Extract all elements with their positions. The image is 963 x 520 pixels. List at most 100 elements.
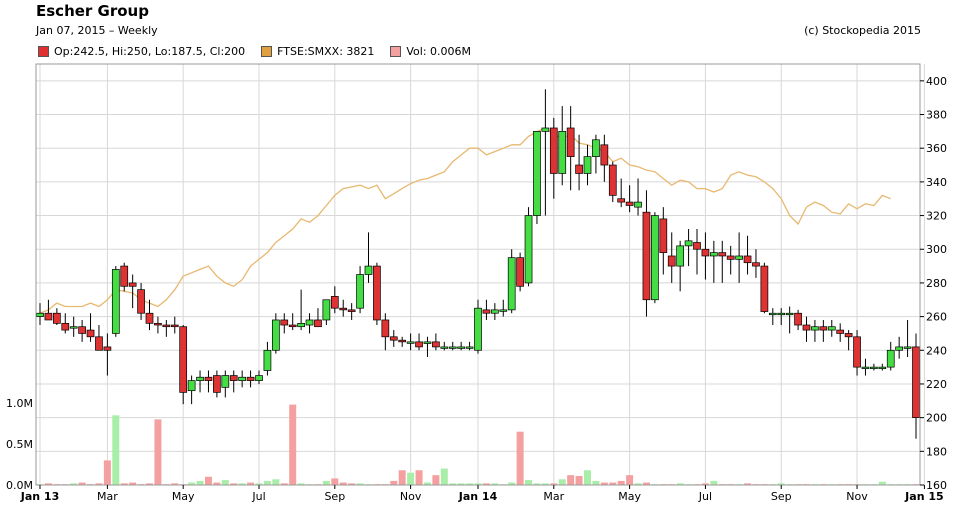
volume-bar (777, 483, 785, 485)
candle-body (853, 336, 861, 368)
candle-body (912, 346, 920, 418)
candle-body (389, 336, 398, 341)
price-tick-label: 240 (926, 344, 947, 357)
volume-bar (423, 482, 431, 485)
volume-bar (297, 483, 305, 485)
legend-label-index: FTSE:SMXX: 3821 (277, 44, 375, 58)
volume-bar (609, 482, 617, 485)
volume-bar (230, 483, 238, 485)
candle-body (145, 312, 154, 324)
volume-bar (255, 483, 263, 485)
volume-bar (600, 482, 608, 485)
volume-bar (558, 479, 566, 485)
price-tick-label: 260 (926, 311, 947, 324)
volume-bar (642, 482, 650, 485)
candle-body (752, 262, 760, 267)
volume-bar (491, 483, 499, 485)
time-tick-label: Mar (97, 490, 118, 503)
candle-body (288, 324, 297, 328)
volume-bar (289, 404, 297, 485)
volume-bar (146, 483, 153, 485)
price-tick-label: 160 (926, 479, 947, 492)
candle-body (785, 312, 794, 316)
legend-swatch-index (261, 45, 273, 57)
candle-body (844, 333, 853, 338)
chart-subtitle: Jan 07, 2015 – Weekly (36, 24, 158, 37)
candle-body (128, 282, 137, 287)
legend-label-price: Op:242.5, Hi:250, Lo:187.5, Cl:200 (54, 44, 246, 58)
volume-bar (449, 483, 457, 485)
volume-bar (466, 483, 474, 485)
price-tick-label: 320 (926, 210, 947, 223)
volume-bar (516, 431, 524, 485)
candle-body (768, 312, 777, 316)
candle-body (743, 255, 752, 264)
time-tick-label: May (172, 490, 195, 503)
volume-bar (584, 470, 591, 485)
volume-bar (196, 480, 204, 485)
time-tick-label: Mar (543, 490, 564, 503)
candle-body (878, 366, 887, 369)
candle-body (61, 322, 70, 331)
volume-bar (348, 483, 356, 485)
candle-body (836, 329, 845, 334)
candle-body (52, 312, 61, 324)
candle-body (558, 131, 567, 174)
candle-body (895, 346, 904, 351)
volume-bar (878, 481, 886, 485)
legend-swatch-price (38, 45, 49, 57)
candle-body (69, 326, 78, 329)
candle-body (221, 375, 230, 388)
candle-body (625, 201, 634, 206)
price-axis: 160 180 200 220 240 260 280 300 320 340 360 380 400 (920, 75, 947, 492)
candle-body (701, 248, 710, 257)
candle-body (507, 257, 516, 311)
candle-body (170, 324, 179, 328)
candle-body (415, 341, 423, 348)
price-tick-label: 360 (926, 142, 947, 155)
time-tick-label: Sep (771, 490, 792, 503)
legend-item-volume: Vol: 0.006M (390, 45, 471, 58)
candle-body (448, 346, 457, 349)
volume-bar (482, 483, 490, 485)
volume-bar (701, 483, 709, 485)
candle-body (642, 211, 651, 301)
candle-body (760, 265, 769, 312)
candle-body (86, 329, 95, 338)
volume-bar (339, 482, 347, 485)
candle-body (617, 198, 626, 203)
candle-body (819, 326, 828, 331)
volume-bar (567, 475, 575, 485)
volume-bar (221, 480, 229, 485)
candle-body (490, 309, 499, 314)
candle-body (827, 326, 836, 331)
candle-body (373, 265, 381, 321)
volume-bar (238, 483, 246, 485)
volume-bar (575, 475, 583, 485)
candle-body (802, 324, 811, 331)
volume-bar (129, 482, 137, 485)
time-tick-label: May (618, 490, 641, 503)
volume-bar (213, 482, 221, 485)
price-tick-label: 400 (926, 75, 947, 88)
candle-body (398, 339, 407, 343)
price-tick-label: 300 (926, 243, 947, 256)
candle-body (196, 376, 204, 381)
candle-body (255, 375, 263, 381)
candle-body (524, 215, 533, 284)
volume-tick-label: 1.0M (6, 397, 33, 410)
candle-body (322, 299, 331, 321)
volume-bar (710, 480, 718, 485)
candle-body (154, 322, 162, 326)
candle-body (339, 307, 348, 311)
volume-bar (390, 480, 398, 485)
candle-body (676, 245, 685, 267)
volume-bar (474, 483, 482, 485)
candle-body (305, 319, 314, 326)
volume-bar (154, 419, 162, 485)
candle-body (811, 326, 819, 331)
candle-body (381, 319, 390, 338)
legend-item-price: Op:242.5, Hi:250, Lo:187.5, Cl:200 (38, 45, 245, 58)
volume-bar (70, 483, 78, 485)
volume-bar (103, 460, 111, 485)
